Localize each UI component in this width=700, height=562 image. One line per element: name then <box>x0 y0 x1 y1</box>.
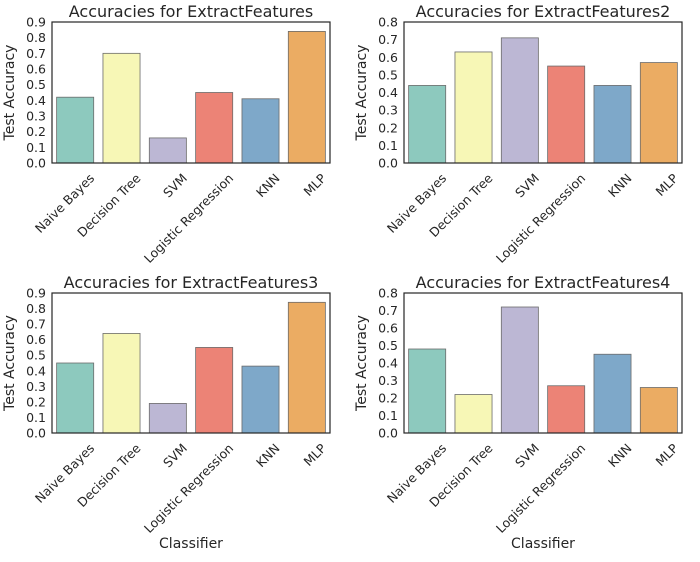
ytick-label-1-1: 0.0 <box>26 156 46 171</box>
ytick-label-4-6: 0.5 <box>378 338 398 353</box>
xtick-label-2-5: KNN <box>605 171 635 201</box>
ytick-label-3-3: 0.2 <box>26 394 46 409</box>
bar-4-6 <box>639 387 678 434</box>
y-axis-label-4: Test Accuracy <box>354 315 370 412</box>
ytick-label-3-10: 0.9 <box>26 286 46 301</box>
axes-frame-2 <box>403 21 683 164</box>
y-axis-label-2: Test Accuracy <box>354 45 370 142</box>
chart-title-2: Accuracies for ExtractFeatures2 <box>416 2 671 21</box>
ytick-label-3-2: 0.1 <box>26 410 46 425</box>
y-axis-label-1: Test Accuracy <box>2 45 18 142</box>
x-axis-label-3: Classifier <box>159 536 223 552</box>
ytick-label-1-5: 0.4 <box>26 93 46 108</box>
ytick-label-2-5: 0.4 <box>378 85 398 100</box>
chart-title-4: Accuracies for ExtractFeatures4 <box>416 273 671 292</box>
bar-1-4 <box>195 92 234 164</box>
xtick-label-1-4: Logistic Regression <box>141 171 236 266</box>
axes-frame-4 <box>403 292 683 434</box>
ytick-label-1-2: 0.1 <box>26 140 46 155</box>
ytick-label-2-1: 0.0 <box>378 156 398 171</box>
ytick-label-4-4: 0.3 <box>378 373 398 388</box>
axes-frame-3 <box>51 292 331 434</box>
bar-4-5 <box>593 353 632 434</box>
bar-4-4 <box>547 385 586 434</box>
ytick-label-1-8: 0.7 <box>26 46 46 61</box>
xtick-label-4-4: Logistic Regression <box>493 441 588 536</box>
bar-1-3 <box>148 137 187 164</box>
xtick-label-3-4: Logistic Regression <box>141 441 236 536</box>
ytick-label-1-9: 0.8 <box>26 30 46 45</box>
xtick-label-3-3: SVM <box>160 441 190 471</box>
ytick-label-1-6: 0.5 <box>26 77 46 92</box>
ytick-label-1-3: 0.2 <box>26 124 46 139</box>
xtick-label-4-3: SVM <box>512 441 542 471</box>
bar-2-5 <box>593 85 632 164</box>
ytick-label-2-9: 0.8 <box>378 15 398 30</box>
ytick-label-3-8: 0.7 <box>26 317 46 332</box>
x-axis-label-4: Classifier <box>511 536 575 552</box>
bar-2-2 <box>454 51 493 164</box>
ytick-label-3-5: 0.4 <box>26 363 46 378</box>
ytick-label-3-7: 0.6 <box>26 332 46 347</box>
bar-4-3 <box>500 306 539 434</box>
bar-4-2 <box>454 394 493 434</box>
ytick-label-4-2: 0.1 <box>378 408 398 423</box>
bar-2-3 <box>500 37 539 164</box>
ytick-label-3-6: 0.5 <box>26 348 46 363</box>
xtick-label-3-6: MLP <box>300 440 329 469</box>
ytick-label-2-6: 0.5 <box>378 67 398 82</box>
axes-frame-1 <box>51 21 331 164</box>
bar-1-1 <box>56 96 95 164</box>
ytick-label-3-9: 0.8 <box>26 301 46 316</box>
xtick-label-2-3: SVM <box>512 171 542 201</box>
bar-2-1 <box>408 85 447 164</box>
ytick-label-4-1: 0.0 <box>378 426 398 441</box>
xtick-label-3-5: KNN <box>253 441 283 471</box>
xtick-label-1-5: KNN <box>253 171 283 201</box>
ytick-label-2-4: 0.3 <box>378 103 398 118</box>
bar-1-5 <box>241 98 280 164</box>
bar-3-2 <box>102 333 141 434</box>
xtick-label-2-6: MLP <box>652 170 681 199</box>
bar-3-3 <box>148 403 187 434</box>
bar-3-4 <box>195 347 234 434</box>
xtick-label-2-4: Logistic Regression <box>493 171 588 266</box>
ytick-label-2-3: 0.2 <box>378 120 398 135</box>
chart-title-3: Accuracies for ExtractFeatures3 <box>64 273 319 292</box>
ytick-label-1-4: 0.3 <box>26 109 46 124</box>
ytick-label-2-7: 0.6 <box>378 50 398 65</box>
xtick-label-1-6: MLP <box>300 170 329 199</box>
bar-4-1 <box>408 348 447 434</box>
bar-2-4 <box>547 65 586 164</box>
xtick-label-4-5: KNN <box>605 441 635 471</box>
xtick-label-4-6: MLP <box>652 440 681 469</box>
ytick-label-4-3: 0.2 <box>378 391 398 406</box>
bar-2-6 <box>639 62 678 164</box>
ytick-label-2-2: 0.1 <box>378 138 398 153</box>
ytick-label-4-7: 0.6 <box>378 321 398 336</box>
y-axis-label-3: Test Accuracy <box>2 315 18 412</box>
ytick-label-2-8: 0.7 <box>378 32 398 47</box>
bar-1-2 <box>102 52 141 164</box>
ytick-label-3-1: 0.0 <box>26 426 46 441</box>
bar-3-5 <box>241 365 280 434</box>
bar-3-1 <box>56 362 95 434</box>
bar-1-6 <box>287 30 326 164</box>
ytick-label-4-9: 0.8 <box>378 286 398 301</box>
ytick-label-1-10: 0.9 <box>26 15 46 30</box>
chart-title-1: Accuracies for ExtractFeatures <box>69 2 313 21</box>
xtick-label-1-3: SVM <box>160 171 190 201</box>
ytick-label-4-8: 0.7 <box>378 303 398 318</box>
ytick-label-4-5: 0.4 <box>378 356 398 371</box>
ytick-label-1-7: 0.6 <box>26 62 46 77</box>
ytick-label-3-4: 0.3 <box>26 379 46 394</box>
bar-3-6 <box>287 301 326 434</box>
